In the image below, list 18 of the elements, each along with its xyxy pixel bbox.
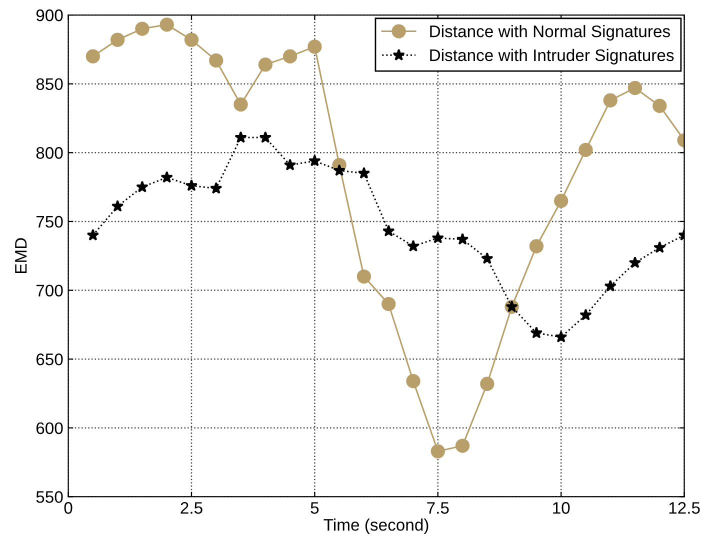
x-tick-label: 5: [310, 502, 319, 514]
x-axis-title: Time (second): [324, 518, 428, 534]
y-tick-label: 900: [36, 9, 63, 22]
legend-label: Distance with Normal Signatures: [430, 25, 670, 41]
x-tick-label: 10: [553, 502, 570, 514]
x-tick-label: 7.5: [427, 502, 449, 514]
x-tick-label: 12.5: [669, 502, 700, 514]
x-tick-label: 2.5: [180, 502, 202, 514]
y-tick-label: 800: [36, 147, 63, 159]
y-axis-title: EMD: [15, 238, 27, 274]
y-tick-label: 850: [36, 78, 63, 90]
y-tick-label: 750: [36, 216, 63, 228]
x-tick-label: 0: [64, 502, 72, 514]
y-tick-label: 600: [36, 422, 63, 434]
legend-label: Distance with Intruder Signatures: [430, 48, 674, 64]
y-tick-label: 650: [36, 354, 63, 366]
y-tick-label: 550: [36, 491, 63, 503]
y-tick-label: 700: [36, 284, 63, 296]
